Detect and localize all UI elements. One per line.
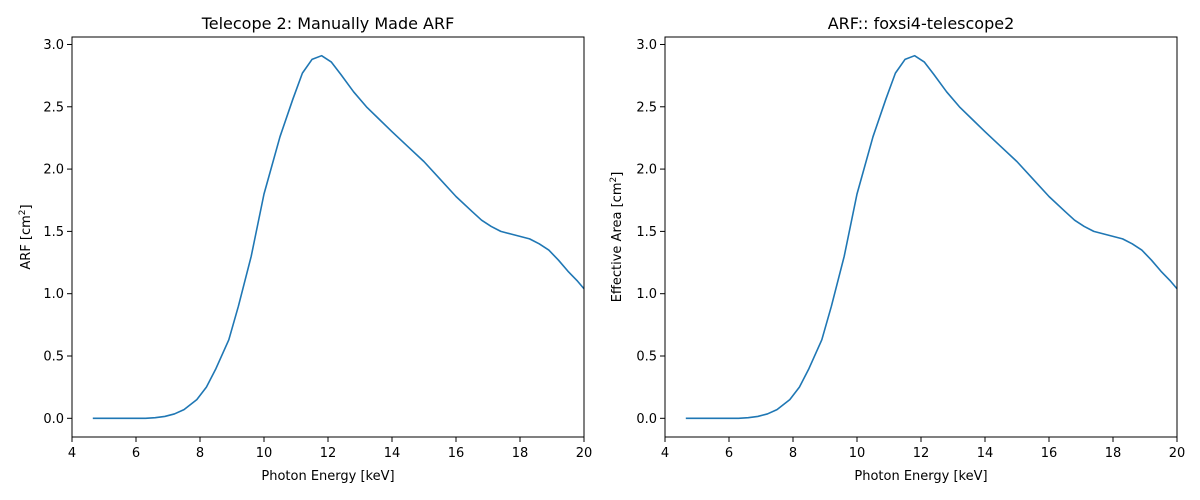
- y-axis-label-suffix: ]: [19, 204, 34, 209]
- axes-frame: [664, 36, 1178, 438]
- y-axis-label-superscript: 2: [609, 177, 619, 183]
- x-tick-label: 14: [977, 446, 994, 461]
- x-tick-label: 10: [849, 446, 866, 461]
- y-tick-label: 1.5: [636, 225, 657, 240]
- y-tick-label: 1.5: [43, 225, 64, 240]
- x-tick-label: 10: [256, 446, 273, 461]
- x-axis: 4 6 8 10 12 14 16 18 20: [68, 437, 592, 461]
- x-axis-label: Photon Energy [keV]: [854, 469, 987, 484]
- x-tick-label: 16: [1041, 446, 1058, 461]
- series-group: [685, 54, 1178, 420]
- x-tick-label: 12: [913, 446, 930, 461]
- series-group: [92, 54, 585, 420]
- x-tick-label: 12: [320, 446, 337, 461]
- x-axis: 4 6 8 10 12 14 16 18 20: [661, 437, 1185, 461]
- y-tick-label: 2.5: [636, 100, 657, 115]
- series-line: [685, 54, 1178, 420]
- y-axis-label-superscript: 2: [18, 209, 28, 215]
- x-tick-label: 18: [1105, 446, 1122, 461]
- right-chart-panel: ARF:: foxsi4-telescope2 0.00.51.01.52.02…: [609, 14, 1185, 484]
- x-tick-label: 14: [384, 446, 401, 461]
- y-axis-label-suffix: ]: [610, 172, 625, 177]
- x-tick-label: 4: [661, 446, 669, 461]
- y-tick-label: 1.0: [636, 287, 657, 302]
- y-tick-label: 0.0: [636, 412, 657, 427]
- x-tick-label: 6: [132, 446, 140, 461]
- y-tick-label: 2.5: [43, 100, 64, 115]
- y-axis-label: ARF [cm2]: [18, 204, 34, 269]
- x-tick-label: 20: [576, 446, 593, 461]
- x-tick-label: 4: [68, 446, 76, 461]
- y-axis: 0.0 0.5 1.0 1.5 2.0 2.5 3.0: [43, 38, 72, 427]
- x-tick-label: 18: [512, 446, 529, 461]
- y-tick-label: 0.0: [43, 412, 64, 427]
- y-tick-label: 0.5: [636, 350, 657, 365]
- y-tick-label: 3.0: [636, 38, 657, 53]
- y-tick-label: 1.0: [43, 287, 64, 302]
- y-tick-label: 2.0: [636, 163, 657, 178]
- x-tick-label: 8: [196, 446, 204, 461]
- x-tick-label: 8: [789, 446, 797, 461]
- y-tick-label: 0.5: [43, 350, 64, 365]
- y-axis-label: Effective Area [cm2]: [609, 172, 625, 303]
- axes-frame: [71, 36, 585, 438]
- chart-title: ARF:: foxsi4-telescope2: [828, 14, 1015, 33]
- series-line: [92, 54, 585, 420]
- y-axis-label-text: ARF [cm: [19, 215, 34, 269]
- y-tick-label: 2.0: [43, 163, 64, 178]
- y-axis: 0.0 0.5 1.0 1.5 2.0 2.5 3.0: [636, 38, 665, 427]
- x-tick-label: 16: [448, 446, 465, 461]
- x-axis-label: Photon Energy [keV]: [261, 469, 394, 484]
- x-tick-label: 6: [725, 446, 733, 461]
- left-chart-panel: Telecope 2: Manually Made ARF 0.0 0.5 1.0 1…: [18, 14, 592, 484]
- y-tick-label: 3.0: [43, 38, 64, 53]
- x-tick-label: 20: [1169, 446, 1186, 461]
- y-axis-label-text: Effective Area [cm: [610, 183, 625, 303]
- chart-title: Telecope 2: Manually Made ARF: [201, 14, 455, 33]
